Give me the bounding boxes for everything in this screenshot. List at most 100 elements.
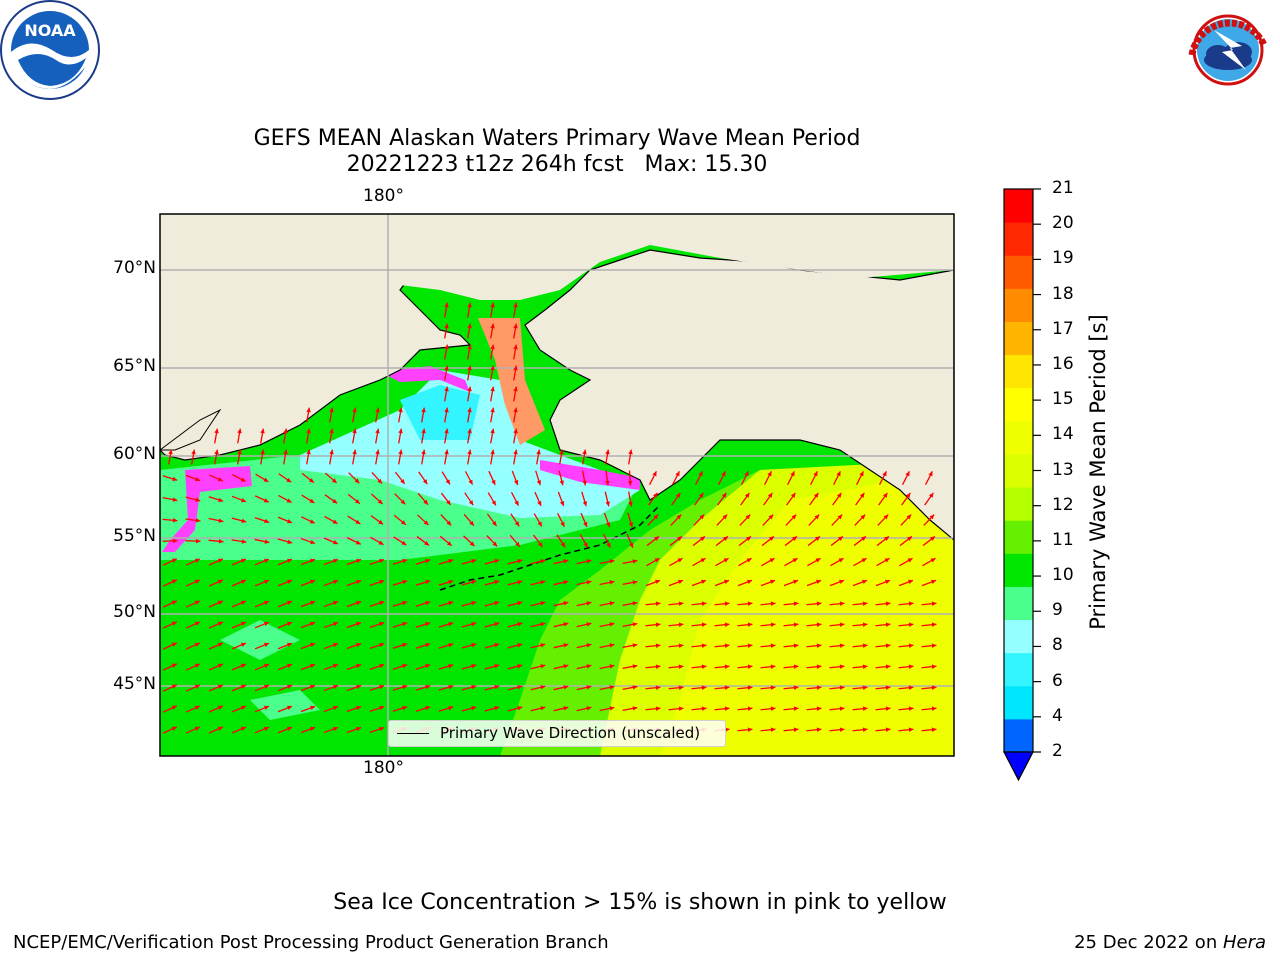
wave-arrow-head [241,539,247,544]
wave-arrow-head [356,663,362,669]
colorbar-tick-label: 17 [1052,318,1074,339]
wave-arrow-head [490,344,495,350]
wave-arrow-head [517,664,523,669]
wave-arrow-head [218,518,224,523]
wave-arrow-head [240,558,246,563]
wave-arrow-head [609,601,615,606]
wave-arrow-head [287,558,292,564]
wave-arrow-head [885,685,891,690]
wave-arrow-head [586,664,592,669]
wave-arrow-head [446,541,452,546]
wave-arrow-head [517,601,523,606]
wave-arrow-head [467,344,472,350]
colorbar-tick-label: 11 [1052,529,1074,550]
wave-arrow-head [582,501,588,507]
wave-arrow-head [356,705,362,711]
wave-arrow-head [287,579,292,585]
colorbar-segment [1004,255,1033,289]
wave-arrow-head [609,685,615,690]
wave-arrow-head [467,386,472,392]
wave-arrow-head [191,449,196,455]
wave-arrow-head [931,643,937,648]
wave-arrow-head [839,664,845,669]
wave-arrow-head [490,428,495,434]
wave-arrow-head [352,449,357,455]
wave-arrow-head [375,449,380,455]
wave-arrow-head [609,580,615,585]
colorbar-segment [1004,553,1033,587]
wave-arrow-head [540,580,546,585]
wave-arrow-head [744,492,750,498]
wave-arrow-head [378,519,384,525]
wave-arrow-head [195,476,201,482]
wave-arrow-head [908,579,914,585]
wave-arrow-head [586,685,592,690]
wave-arrow-head [746,558,752,563]
wave-arrow-head [517,685,523,690]
wave-arrow-head [467,302,472,308]
wave-arrow-head [444,428,449,434]
wave-arrow-head [816,706,822,711]
wave-arrow-head [563,706,569,711]
wave-arrow-head [513,323,518,329]
wave-arrow-head [813,492,819,498]
wave-arrow-head [885,706,891,711]
wave-arrow-head [356,726,362,732]
wave-arrow-head [356,600,362,606]
wave-arrow-head [467,365,472,371]
wave-arrow-head [746,536,751,541]
wave-arrow-head [540,622,546,627]
wave-arrow-head [929,514,935,520]
wave-arrow-head [701,685,707,690]
colorbar-segment [1004,685,1033,720]
wave-arrow-head [168,449,173,455]
wave-arrow-head [724,685,730,690]
wave-arrow-head [586,643,592,648]
wave-arrow-head [767,492,773,498]
wave-arrow-head [283,449,288,455]
wave-arrow-head [698,471,703,477]
colorbar-tick-label: 14 [1052,424,1074,445]
wave-arrow-head [515,541,520,547]
wave-arrow-head [701,643,707,648]
wave-arrow-head [678,685,684,690]
wave-arrow-head [816,727,822,732]
wave-arrow-head [490,449,495,455]
wave-arrow-head [263,558,269,563]
colorbar-segment [1004,586,1033,621]
wave-arrow-head [513,365,518,371]
wave-arrow-head [263,579,269,584]
wave-arrow-head [356,558,362,564]
wave-arrow-head [425,663,431,669]
wave-arrow-head [444,449,449,455]
wave-arrow-head [724,579,730,585]
wave-arrow-head [421,428,426,434]
wave-arrow-head [908,601,914,606]
wave-arrow-head [513,302,518,308]
wave-arrow-head [310,558,316,564]
wave-arrow-head [471,642,477,648]
wave-arrow-head [930,558,936,563]
wave-arrow-head [306,449,311,455]
wave-arrow-head [283,428,288,434]
wave-arrow-head [540,559,546,564]
wave-arrow-head [471,663,477,669]
colorbar-segment [1004,354,1033,389]
wave-arrow-head [448,705,454,711]
wave-arrow-head [375,428,380,434]
wave-arrow-head [862,727,868,732]
wave-arrow-head [217,477,223,482]
wave-arrow-head [721,471,726,477]
wave-arrow-head [286,519,292,524]
colorbar [1004,189,1033,753]
wave-arrow-head [446,520,452,526]
lon-label-top: 180° [363,186,404,206]
wave-arrow-head [377,499,383,505]
wave-arrow-head [563,559,569,564]
wave-arrow-head [494,706,500,711]
wave-arrow-head [536,480,542,486]
wave-arrow-head [586,580,592,585]
wave-arrow-head [724,601,730,606]
wave-arrow-head [421,449,426,455]
